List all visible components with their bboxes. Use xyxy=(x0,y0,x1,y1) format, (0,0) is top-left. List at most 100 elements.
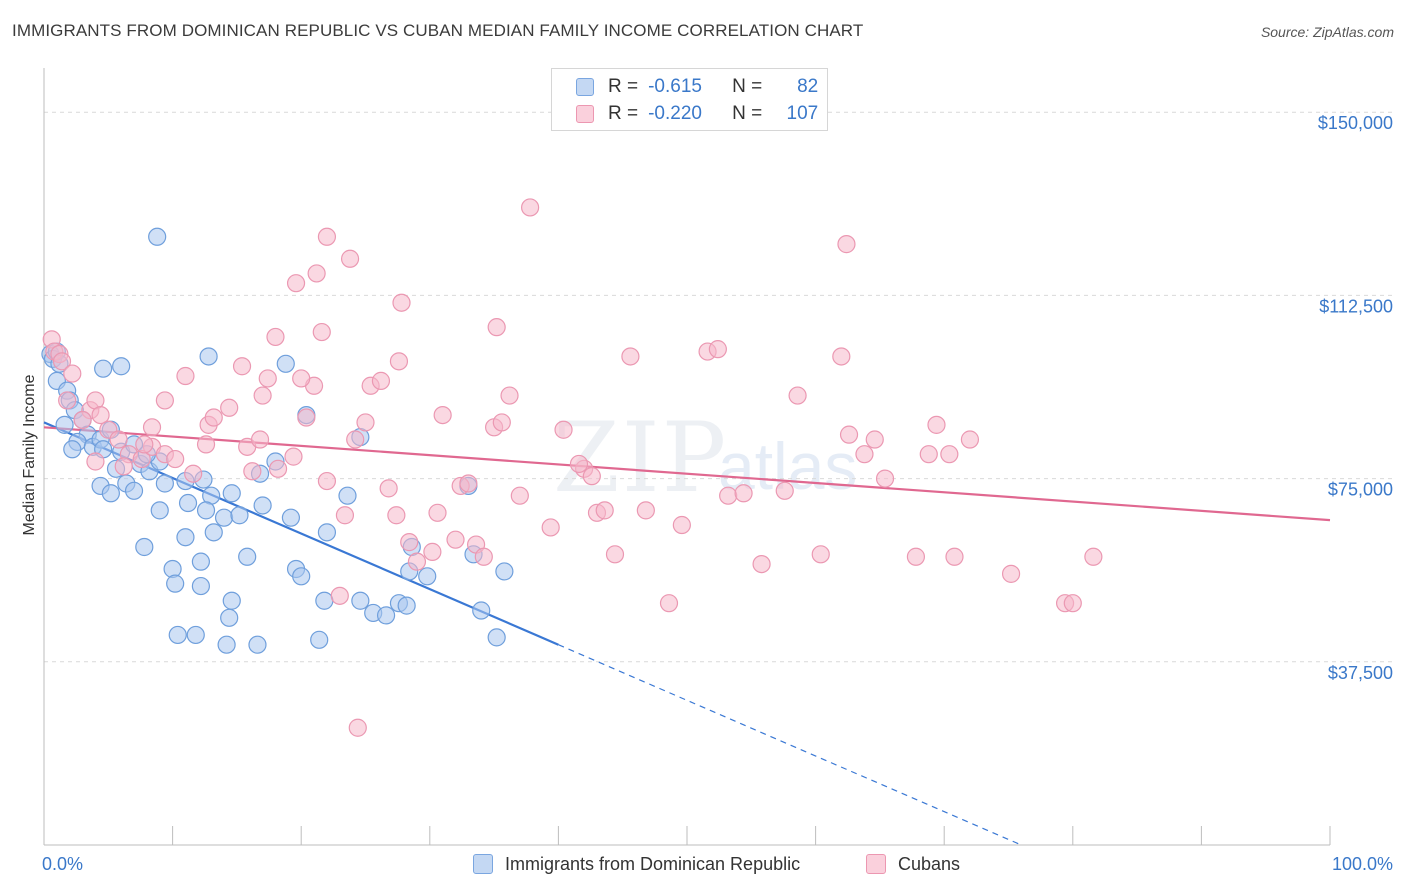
point-cuban xyxy=(268,459,288,478)
point-dominican xyxy=(196,501,216,520)
point-dominican xyxy=(418,567,437,586)
point-cuban xyxy=(734,484,753,503)
point-dominican xyxy=(124,481,144,500)
point-cuban xyxy=(196,435,216,454)
point-cuban xyxy=(135,435,154,454)
point-dominican xyxy=(63,440,82,459)
point-dominican xyxy=(487,628,506,647)
point-cuban xyxy=(554,420,573,439)
point-cuban xyxy=(243,462,262,481)
point-cuban xyxy=(91,405,110,425)
legend-row-cubans: R = -0.220 N = 107 xyxy=(552,101,818,127)
point-cuban xyxy=(335,506,355,525)
point-dominican xyxy=(310,630,329,649)
x-tick-label-right: 100.0% xyxy=(1332,854,1393,874)
point-dominican xyxy=(292,567,311,586)
point-cuban xyxy=(428,503,447,522)
point-cuban xyxy=(919,445,938,464)
point-cuban xyxy=(266,327,285,347)
point-cuban xyxy=(708,340,727,359)
point-cuban xyxy=(719,486,738,505)
point-cuban xyxy=(330,586,349,605)
legend-n-value: 107 xyxy=(786,103,819,124)
source-label: Source: ZipAtlas.com xyxy=(1260,24,1394,40)
point-cuban xyxy=(379,479,398,498)
point-cuban xyxy=(286,274,306,293)
point-cuban xyxy=(875,469,895,488)
point-dominican xyxy=(472,601,491,620)
point-cuban xyxy=(109,430,128,449)
point-cuban xyxy=(960,430,980,449)
point-cuban xyxy=(837,235,856,254)
point-dominican xyxy=(248,635,267,654)
point-cuban xyxy=(348,718,367,737)
point-dominican xyxy=(317,523,337,542)
point-cuban xyxy=(258,369,277,388)
point-dominican xyxy=(253,496,272,515)
y-axis-title: Median Family Income xyxy=(21,374,38,535)
point-cuban xyxy=(356,413,375,432)
point-cuban xyxy=(940,445,959,464)
bottom-legend-swatch-pink xyxy=(866,854,886,874)
point-dominican xyxy=(155,474,174,493)
point-cuban xyxy=(832,347,851,366)
y-tick-label: $112,500 xyxy=(1319,296,1393,316)
correlation-legend: R = -0.615 N = 82 R = -0.220 N = 107 xyxy=(551,68,828,131)
point-cuban xyxy=(52,352,72,371)
point-cuban xyxy=(220,398,239,417)
point-dominican xyxy=(150,501,169,520)
point-dominican xyxy=(214,508,234,527)
data-points xyxy=(41,198,1103,737)
point-cuban xyxy=(659,594,679,613)
point-cuban xyxy=(250,430,270,449)
point-cuban xyxy=(582,467,601,486)
point-cuban xyxy=(389,352,409,371)
point-dominican xyxy=(101,484,120,503)
point-cuban xyxy=(166,449,185,469)
point-cuban xyxy=(407,552,427,571)
point-dominican xyxy=(338,486,357,505)
point-cuban xyxy=(387,506,406,525)
point-cuban xyxy=(500,386,519,405)
point-cuban xyxy=(788,386,807,405)
point-cuban xyxy=(1001,564,1021,583)
bottom-legend-label: Cubans xyxy=(898,853,961,874)
point-cuban xyxy=(459,474,478,493)
legend-r-label: R = xyxy=(608,103,639,124)
point-cuban xyxy=(155,391,174,410)
bottom-legend-label: Immigrants from Dominican Republic xyxy=(505,853,801,874)
point-cuban xyxy=(672,515,691,535)
point-cuban xyxy=(292,369,311,388)
bottom-legend-swatch-blue xyxy=(473,854,493,874)
point-cuban xyxy=(839,425,859,444)
point-cuban xyxy=(142,418,162,437)
point-dominican xyxy=(222,591,241,610)
y-tick-label: $75,000 xyxy=(1328,480,1393,500)
point-cuban xyxy=(906,547,926,566)
point-cuban xyxy=(1063,594,1082,613)
point-cuban xyxy=(371,371,391,390)
point-dominican xyxy=(220,608,239,627)
point-cuban xyxy=(284,447,303,466)
point-cuban xyxy=(58,391,77,410)
point-cuban xyxy=(433,405,452,425)
point-cuban xyxy=(392,293,411,312)
point-cuban xyxy=(1084,547,1103,566)
point-dominican xyxy=(204,523,223,542)
point-dominican xyxy=(55,415,74,434)
trend-line-dominican-extension xyxy=(558,644,1022,846)
point-cuban xyxy=(423,542,442,561)
point-cuban xyxy=(595,501,614,520)
legend-r-value: -0.220 xyxy=(648,103,702,124)
point-cuban xyxy=(621,347,640,366)
point-cuban xyxy=(855,445,874,464)
x-tick-label-left: 0.0% xyxy=(42,854,83,874)
point-dominican xyxy=(276,354,295,373)
gridlines xyxy=(44,111,1394,663)
legend-r-value: -0.615 xyxy=(648,76,702,97)
point-cuban xyxy=(400,533,419,552)
point-cuban xyxy=(492,413,511,432)
legend-swatch-pink xyxy=(576,105,594,123)
point-dominican xyxy=(217,635,236,654)
point-dominican xyxy=(281,508,301,527)
